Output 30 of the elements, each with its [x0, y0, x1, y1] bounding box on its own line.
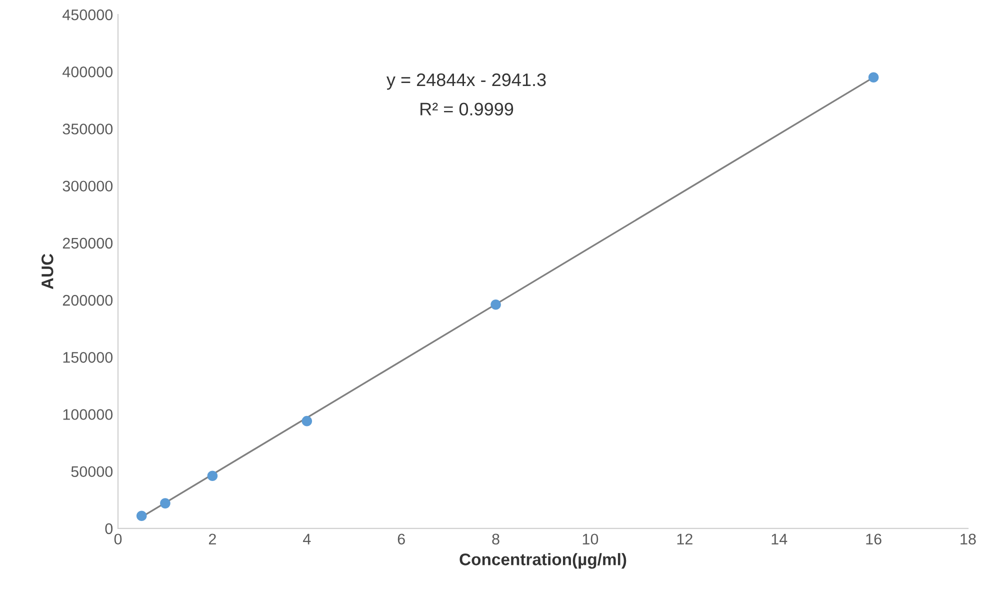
y-tick-label: 300000 — [62, 180, 113, 192]
x-tick-label: 14 — [772, 534, 788, 544]
x-tick-label: 4 — [302, 534, 311, 544]
point — [868, 72, 879, 83]
y-tick-label: 350000 — [62, 124, 113, 134]
point — [136, 510, 147, 522]
y-tick-label: 200000 — [62, 294, 113, 306]
point — [490, 299, 501, 310]
y-tick-label: 100000 — [63, 409, 113, 420]
y-tick-label: 250000 — [62, 238, 113, 249]
x-tick-label: 8 — [492, 534, 500, 545]
y-tick-label: 150000 — [63, 352, 113, 363]
x-tick-label: 6 — [398, 534, 405, 545]
y-tick-label: 50000 — [71, 466, 113, 478]
x-tick-label: 10 — [582, 534, 598, 545]
y-tick-label: 0 — [105, 523, 113, 534]
point — [207, 470, 218, 482]
annotation: R² = 0.9999 — [420, 102, 514, 116]
x-axis-title: Concentration(µg/ml) — [460, 553, 626, 569]
x-tick-label: 0 — [114, 534, 122, 545]
y-axis-title: AUC — [42, 254, 54, 290]
point — [302, 416, 312, 426]
y-tick-label: 450000 — [62, 9, 113, 20]
x-tick-label: 18 — [960, 534, 976, 545]
y-tick-label: 400000 — [62, 66, 113, 78]
point — [160, 498, 170, 508]
x-tick-label: 16 — [866, 534, 882, 545]
annotation: y = 24844x - 2941.3 — [386, 73, 546, 90]
x-tick-label: 12 — [677, 534, 692, 544]
x-tick-label: 2 — [208, 534, 216, 544]
